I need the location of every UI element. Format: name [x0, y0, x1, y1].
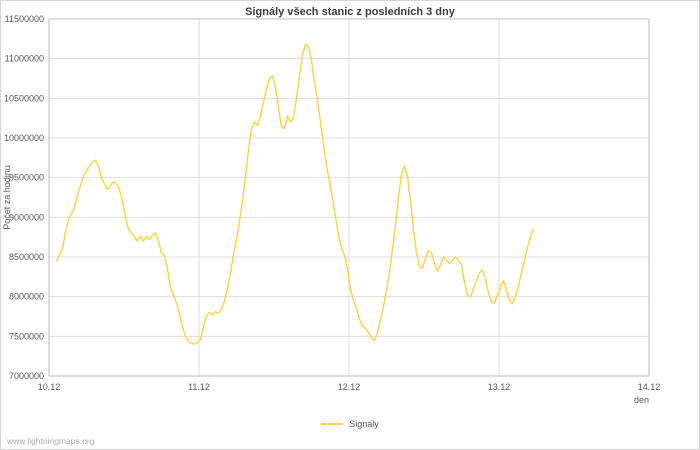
- x-tick-label: 12.12: [338, 382, 361, 392]
- x-tick-label: 11.12: [188, 382, 210, 392]
- y-axis-label: Počet za hodinu: [2, 165, 12, 230]
- y-tick-label: 7500000: [9, 331, 44, 341]
- y-tick-label: 10000000: [4, 133, 44, 143]
- watermark-text: www.lightningmaps.org: [7, 436, 95, 446]
- y-tick-label: 7000000: [9, 371, 44, 381]
- legend-label: Signály: [349, 419, 379, 429]
- x-tick-label: 10.12: [38, 382, 61, 392]
- series-line-signaly: [55, 43, 535, 345]
- y-tick-label: 8500000: [9, 252, 44, 262]
- y-tick-label: 9000000: [9, 212, 44, 222]
- y-tick-label: 10500000: [4, 93, 44, 103]
- legend: Signály: [1, 419, 699, 429]
- x-axis-label: den: [634, 395, 649, 405]
- x-tick-label: 13.12: [488, 382, 511, 392]
- plot-border: [48, 18, 650, 377]
- x-tick-label: 14.12: [638, 382, 661, 392]
- y-tick-label: 11500000: [5, 14, 44, 24]
- legend-line-swatch: [321, 423, 344, 425]
- chart-title: Signály všech stanic z posledních 3 dny: [245, 6, 455, 18]
- y-tick-label: 9500000: [9, 173, 44, 183]
- y-tick-label: 11000000: [5, 54, 44, 64]
- y-tick-label: 8000000: [9, 292, 44, 302]
